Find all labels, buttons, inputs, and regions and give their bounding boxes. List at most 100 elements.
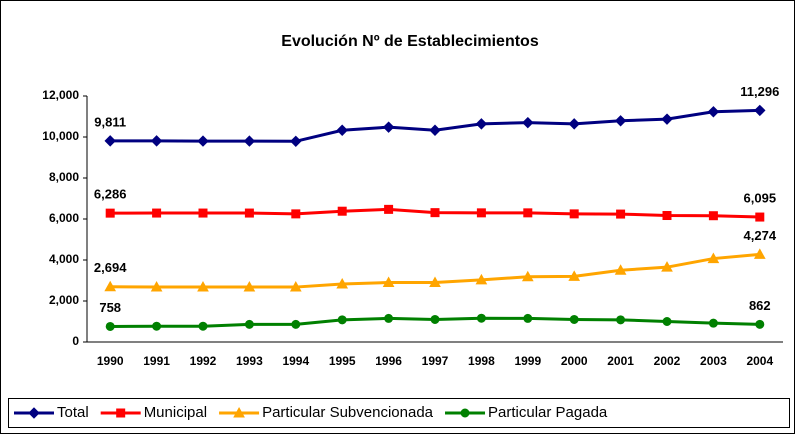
marker [430,314,440,324]
y-tick-label: 2,000 [49,293,79,307]
x-tick-label: 1997 [422,354,449,368]
data-label: 4,274 [744,228,777,243]
x-tick-label: 1996 [375,354,402,368]
marker [568,270,581,281]
marker [291,209,301,219]
marker [244,208,254,218]
marker [661,261,673,272]
legend-text: Total [57,404,89,421]
marker [569,314,579,324]
marker [198,321,208,331]
marker [243,281,256,292]
marker [337,206,347,216]
marker [244,319,254,329]
marker [429,276,441,288]
marker [708,211,718,221]
marker [616,315,626,325]
data-label: 862 [749,298,771,313]
y-tick-label: 6,000 [49,211,79,225]
data-label: 6,286 [94,187,127,202]
marker [662,317,672,326]
x-tick-label: 2003 [700,354,727,368]
marker [523,313,533,323]
marker [337,315,347,325]
marker [198,208,208,218]
y-tick-label: 4,000 [49,252,79,266]
marker [429,124,441,136]
marker [708,318,718,328]
y-tick-label: 8,000 [49,170,79,184]
x-tick-label: 1993 [236,354,263,368]
marker [430,208,440,218]
marker [475,118,488,130]
x-tick-label: 2000 [561,354,588,368]
data-label: 758 [99,300,121,315]
x-tick-label: 2002 [654,354,681,368]
marker [662,211,672,221]
x-tick-label: 2001 [607,354,634,368]
legend-text: Particular Subvencionada [262,404,434,421]
marker [291,319,301,329]
marker [116,408,126,418]
marker [105,321,115,331]
marker [707,106,720,118]
y-tick-label: 10,000 [42,129,79,143]
data-label: 2,694 [94,260,127,275]
marker [475,273,488,285]
marker [150,135,163,147]
chart-title: Evolución Nº de Establecimientos [281,33,539,50]
marker [104,135,116,147]
x-tick-label: 1999 [514,354,541,368]
data-label: 9,811 [94,114,126,129]
marker [476,313,486,323]
marker [233,406,245,418]
marker [289,281,302,292]
marker [707,252,720,264]
marker [104,280,117,292]
y-tick-label: 0 [72,334,79,348]
marker [290,135,302,148]
marker [661,113,673,125]
marker [755,319,765,329]
marker [336,124,348,136]
data-label: 11,296 [740,84,779,99]
marker [197,281,209,292]
marker [460,408,470,418]
marker [384,204,394,214]
marker [755,212,765,222]
x-tick-label: 1992 [190,354,217,368]
x-tick-label: 1991 [143,354,170,368]
marker [243,135,256,147]
x-tick-label: 2004 [746,354,773,368]
marker [382,276,395,288]
marker [152,208,162,218]
y-tick-label: 12,000 [42,88,79,102]
marker [28,407,40,419]
x-tick-label: 1998 [468,354,495,368]
data-label: 6,095 [744,190,777,205]
marker [521,270,534,282]
x-tick-label: 1990 [97,354,124,368]
marker [150,281,163,292]
marker [105,208,115,218]
x-tick-label: 1995 [329,354,356,368]
marker [616,209,626,219]
marker [569,209,579,219]
marker [336,277,349,289]
marker [476,208,486,218]
legend-text: Particular Pagada [488,404,608,421]
marker [754,104,766,117]
x-tick-label: 1994 [282,354,309,368]
marker [384,313,394,323]
marker [753,248,766,259]
marker [197,135,209,147]
marker [382,121,395,133]
marker [522,116,534,129]
marker [568,118,580,130]
marker [523,208,533,218]
marker [614,115,627,127]
marker [152,321,162,331]
legend-text: Municipal [144,404,207,421]
